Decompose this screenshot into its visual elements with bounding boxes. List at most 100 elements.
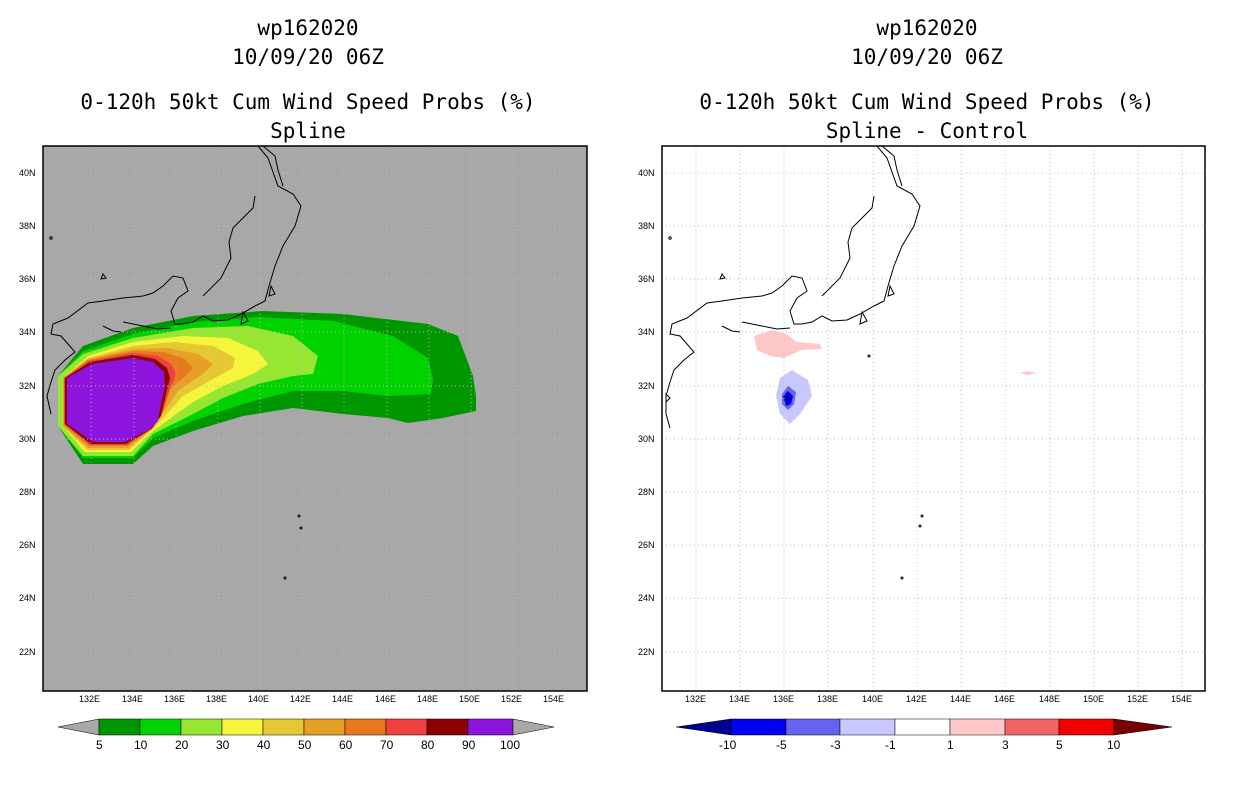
diff-pos-1-3-area	[754, 330, 822, 358]
right-lon-label: 144E	[950, 694, 972, 704]
right-lon-label: 150E	[1083, 694, 1105, 704]
right-coastline	[665, 145, 924, 580]
right-lat-label: 32N	[638, 381, 655, 391]
right-colorbar	[675, 718, 1173, 736]
left-colorbar-swatch	[180, 718, 223, 736]
right-lat-label: 38N	[638, 221, 655, 231]
right-lat-label: 22N	[638, 647, 655, 657]
right-map-background	[662, 146, 1205, 691]
left-lon-label: 138E	[206, 694, 228, 704]
left-colorbar-swatch	[467, 718, 514, 736]
right-lat-label: 24N	[638, 593, 655, 603]
left-colorbar-label: 80	[421, 738, 435, 752]
left-colorbar-label: 5	[96, 738, 103, 752]
left-lat-label: 38N	[19, 221, 36, 231]
left-datetime: 10/09/20 06Z	[232, 45, 384, 69]
left-colorbar-label: 70	[380, 738, 394, 752]
right-map-frame	[661, 145, 1206, 692]
left-lon-label: 132E	[79, 694, 101, 704]
left-colorbar	[57, 718, 555, 736]
left-lat-label: 34N	[19, 327, 36, 337]
left-colorbar-swatch	[221, 718, 264, 736]
right-subtitle: Spline - Control	[825, 119, 1029, 143]
left-colorbar-label: 20	[175, 738, 189, 752]
left-colorbar-label: 60	[339, 738, 353, 752]
left-lat-label: 32N	[19, 381, 36, 391]
right-lon-label: 152E	[1127, 694, 1149, 704]
left-colorbar-label: 50	[298, 738, 312, 752]
left-lat-label: 28N	[19, 487, 36, 497]
left-lat-label: 22N	[19, 647, 36, 657]
right-colorbar-swatch	[730, 718, 787, 736]
left-colorbar-high-arrow	[512, 718, 555, 736]
right-lat-label: 30N	[638, 434, 655, 444]
diff-neg-10-area	[785, 395, 791, 403]
left-colorbar-low-arrow	[57, 718, 100, 736]
left-lat-label: 26N	[19, 540, 36, 550]
left-colorbar-swatch	[303, 718, 346, 736]
left-product-title: 0-120h 50kt Cum Wind Speed Probs (%)	[80, 90, 536, 114]
left-lat-label: 30N	[19, 434, 36, 444]
right-lon-label: 140E	[862, 694, 884, 704]
left-lon-label: 142E	[290, 694, 312, 704]
right-lon-label: 154E	[1171, 694, 1193, 704]
left-lat-label: 40N	[19, 168, 36, 178]
right-lon-label: 142E	[906, 694, 928, 704]
left-coastline	[46, 145, 303, 580]
right-datetime: 10/09/20 06Z	[851, 45, 1003, 69]
left-lon-label: 152E	[501, 694, 523, 704]
right-colorbar-swatch	[894, 718, 951, 736]
right-colorbar-label: 5	[1056, 738, 1063, 752]
right-lon-label: 146E	[994, 694, 1016, 704]
right-colorbar-low-arrow	[675, 718, 732, 736]
left-colorbar-label: 100	[500, 738, 521, 752]
left-lon-label: 148E	[417, 694, 439, 704]
left-lon-label: 154E	[543, 694, 565, 704]
right-lat-label: 40N	[638, 168, 655, 178]
left-colorbar-swatch	[262, 718, 305, 736]
left-map-frame	[42, 145, 588, 692]
right-colorbar-label: -1	[885, 738, 896, 752]
left-colorbar-label: 90	[462, 738, 476, 752]
left-colorbar-swatch	[139, 718, 182, 736]
right-colorbar-label: 10	[1107, 738, 1121, 752]
right-product-title: 0-120h 50kt Cum Wind Speed Probs (%)	[699, 90, 1155, 114]
right-lon-label: 132E	[685, 694, 707, 704]
right-colorbar-swatch	[1058, 718, 1115, 736]
right-storm-id: wp162020	[876, 16, 978, 40]
right-lon-label: 134E	[729, 694, 751, 704]
right-lon-label: 138E	[817, 694, 839, 704]
left-colorbar-swatch	[426, 718, 469, 736]
right-colorbar-swatch	[949, 718, 1006, 736]
right-lat-label: 26N	[638, 540, 655, 550]
left-lon-label: 144E	[332, 694, 354, 704]
left-lat-label: 36N	[19, 274, 36, 284]
left-lat-label: 24N	[19, 593, 36, 603]
right-colorbar-label: -5	[776, 738, 787, 752]
left-lon-label: 140E	[248, 694, 270, 704]
left-lon-label: 150E	[459, 694, 481, 704]
right-colorbar-label: -10	[719, 738, 737, 752]
right-colorbar-label: 1	[947, 738, 954, 752]
right-colorbar-swatch	[785, 718, 841, 736]
right-colorbar-label: 3	[1002, 738, 1009, 752]
right-lat-label: 28N	[638, 487, 655, 497]
right-lon-label: 136E	[773, 694, 795, 704]
left-storm-id: wp162020	[257, 16, 359, 40]
right-lon-label: 148E	[1039, 694, 1061, 704]
right-colorbar-high-arrow	[1113, 718, 1173, 736]
right-colorbar-swatch	[839, 718, 896, 736]
right-colorbar-label: -3	[830, 738, 841, 752]
left-colorbar-swatch	[98, 718, 141, 736]
left-colorbar-swatch	[385, 718, 428, 736]
right-colorbar-swatch	[1004, 718, 1060, 736]
left-subtitle: Spline	[270, 119, 346, 143]
left-gridlines	[43, 146, 587, 691]
left-colorbar-swatch	[344, 718, 387, 736]
right-gridlines	[662, 146, 1205, 691]
left-colorbar-label: 10	[134, 738, 148, 752]
left-colorbar-label: 30	[216, 738, 230, 752]
left-lon-label: 134E	[122, 694, 144, 704]
left-lon-label: 146E	[375, 694, 397, 704]
left-lon-label: 136E	[164, 694, 186, 704]
